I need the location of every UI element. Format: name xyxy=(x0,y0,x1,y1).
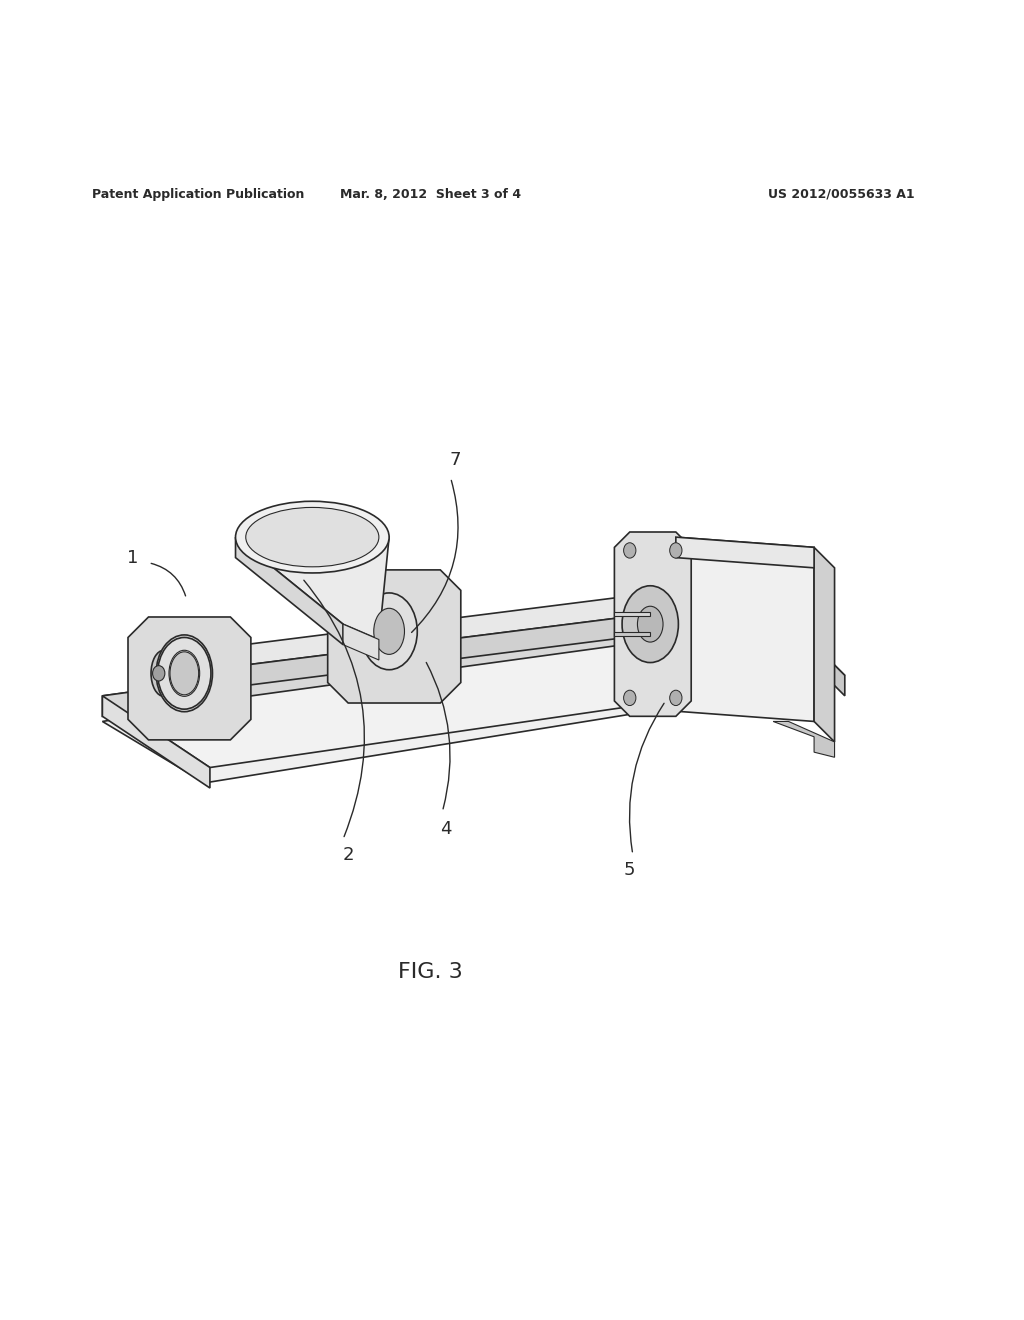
Polygon shape xyxy=(773,603,845,696)
Ellipse shape xyxy=(170,652,199,694)
Polygon shape xyxy=(676,537,814,722)
Ellipse shape xyxy=(169,651,200,697)
Polygon shape xyxy=(236,537,389,639)
Ellipse shape xyxy=(637,606,664,642)
Ellipse shape xyxy=(562,628,585,640)
Ellipse shape xyxy=(156,635,213,711)
Polygon shape xyxy=(343,624,379,660)
Text: Mar. 8, 2012  Sheet 3 of 4: Mar. 8, 2012 Sheet 3 of 4 xyxy=(340,187,520,201)
Text: FIG. 3: FIG. 3 xyxy=(397,962,463,982)
Text: 7: 7 xyxy=(450,451,462,470)
Text: 5: 5 xyxy=(624,861,636,879)
Ellipse shape xyxy=(624,690,636,706)
Ellipse shape xyxy=(158,638,211,709)
Ellipse shape xyxy=(624,543,636,558)
Ellipse shape xyxy=(236,502,389,573)
Ellipse shape xyxy=(670,690,682,706)
Ellipse shape xyxy=(362,649,385,660)
Ellipse shape xyxy=(151,651,177,697)
Ellipse shape xyxy=(670,543,682,558)
Polygon shape xyxy=(164,614,650,696)
Ellipse shape xyxy=(246,507,379,566)
Polygon shape xyxy=(814,548,835,742)
Ellipse shape xyxy=(374,609,404,655)
Polygon shape xyxy=(164,594,650,676)
Ellipse shape xyxy=(763,610,783,619)
Polygon shape xyxy=(102,603,845,767)
Ellipse shape xyxy=(622,586,678,663)
Polygon shape xyxy=(236,537,343,644)
Polygon shape xyxy=(102,619,840,783)
Polygon shape xyxy=(102,696,210,788)
Polygon shape xyxy=(614,532,691,717)
Ellipse shape xyxy=(153,665,165,681)
Polygon shape xyxy=(102,603,773,717)
Text: 1: 1 xyxy=(127,549,139,566)
Polygon shape xyxy=(614,612,650,616)
Ellipse shape xyxy=(676,619,696,628)
Text: Patent Application Publication: Patent Application Publication xyxy=(92,187,304,201)
Ellipse shape xyxy=(173,669,196,681)
Polygon shape xyxy=(614,632,650,636)
Ellipse shape xyxy=(360,593,418,669)
Ellipse shape xyxy=(706,618,728,630)
Polygon shape xyxy=(773,722,835,758)
Ellipse shape xyxy=(717,615,737,623)
Polygon shape xyxy=(128,616,251,741)
Polygon shape xyxy=(328,570,461,704)
Polygon shape xyxy=(676,537,814,568)
Text: 4: 4 xyxy=(439,820,452,838)
Text: US 2012/0055633 A1: US 2012/0055633 A1 xyxy=(768,187,914,201)
Text: 2: 2 xyxy=(342,846,354,863)
